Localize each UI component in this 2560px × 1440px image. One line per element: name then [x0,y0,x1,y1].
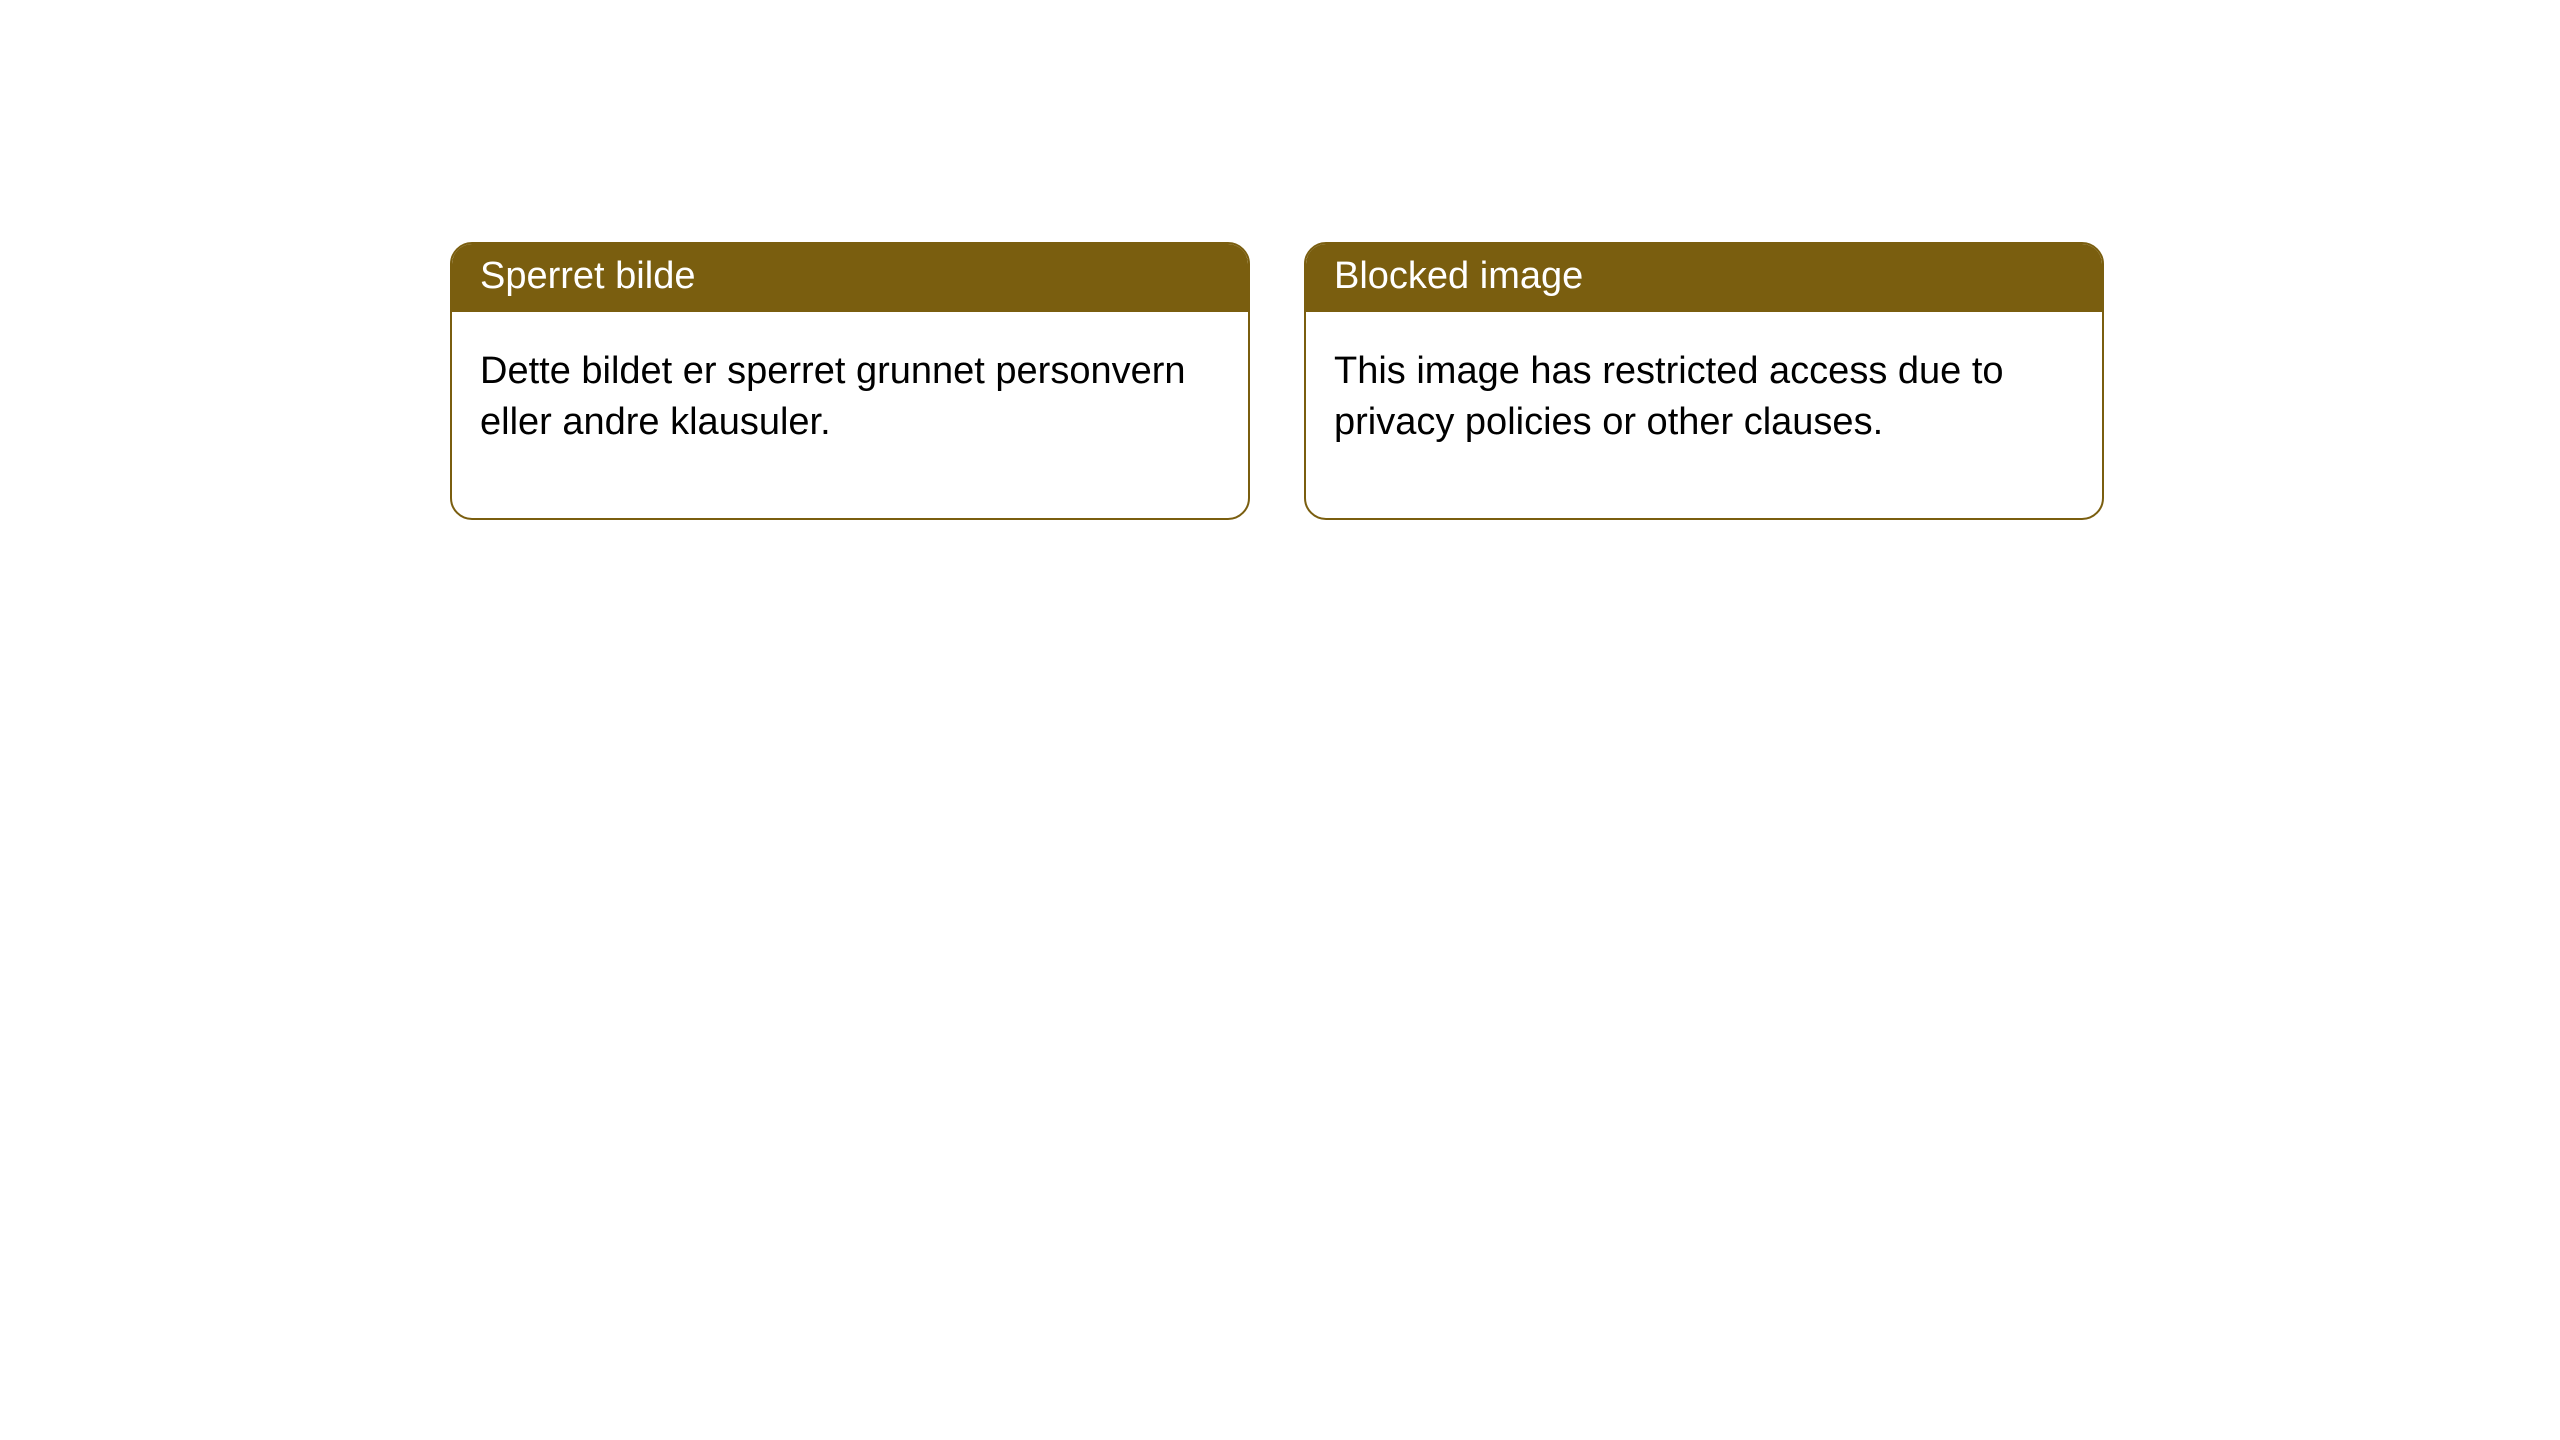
notice-header: Sperret bilde [452,244,1248,312]
notice-card-english: Blocked image This image has restricted … [1304,242,2104,520]
notice-title: Sperret bilde [480,255,695,297]
notice-body-text: Dette bildet er sperret grunnet personve… [480,350,1186,443]
notice-container: Sperret bilde Dette bildet er sperret gr… [0,0,2560,520]
notice-header: Blocked image [1306,244,2102,312]
notice-title: Blocked image [1334,255,1583,297]
notice-card-norwegian: Sperret bilde Dette bildet er sperret gr… [450,242,1250,520]
notice-body: This image has restricted access due to … [1306,312,2102,519]
notice-body-text: This image has restricted access due to … [1334,350,2004,443]
notice-body: Dette bildet er sperret grunnet personve… [452,312,1248,519]
